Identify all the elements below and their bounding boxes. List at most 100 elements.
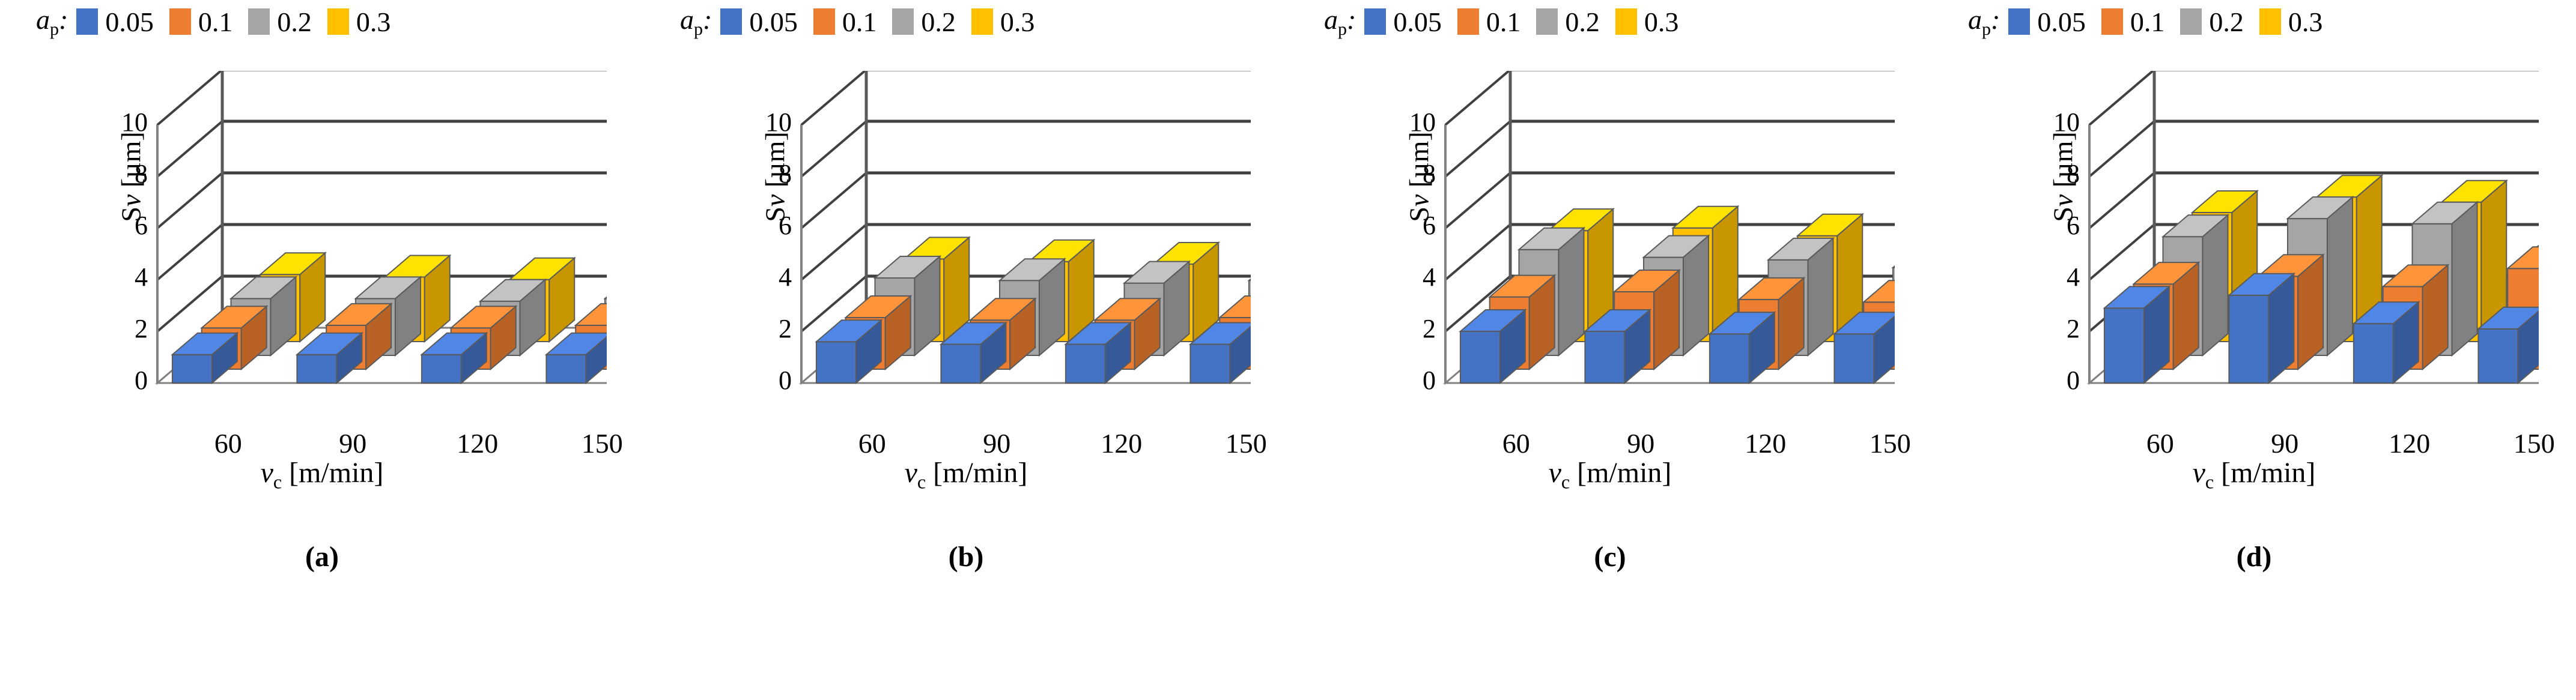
x-tick-120: 120 <box>1101 428 1143 459</box>
legend-label: 0.05 <box>105 6 154 37</box>
legend-item-0.1[interactable]: 0.1 <box>169 6 233 38</box>
legend-item-0.3[interactable]: 0.3 <box>1615 6 1678 38</box>
legend-label: 0.05 <box>2037 6 2086 37</box>
bar-a-vc60-ap0.05 <box>171 331 239 385</box>
gridline-left-4 <box>2088 223 2155 281</box>
panel-caption: (b) <box>948 541 984 573</box>
chart-panel-b: ap: 0.05 0.1 0.2 0.3 10 8 6 4 2 0 Sv [µm] 60 90 120 150… <box>644 0 1288 700</box>
bar-d-vc120-ap0.05 <box>2352 300 2420 385</box>
legend-item-0.1[interactable]: 0.1 <box>813 6 877 38</box>
legend-item-0.05[interactable]: 0.05 <box>76 6 154 38</box>
legend-swatch-icon-0.1 <box>169 8 191 35</box>
bar-c-vc60-ap0.05 <box>1459 308 1527 385</box>
y-tick-10: 10 <box>765 107 792 137</box>
y-axis-label: Sv [µm] <box>1403 131 1435 222</box>
gridline-left-4 <box>156 223 223 281</box>
legend-item-0.1[interactable]: 0.1 <box>2101 6 2164 38</box>
legend-title: ap: <box>1324 4 1356 40</box>
legend-item-0.3[interactable]: 0.3 <box>2259 6 2322 38</box>
bar-b-vc60-ap0.05 <box>815 319 883 385</box>
legend-label: 0.1 <box>198 6 233 37</box>
legend: ap: 0.05 0.1 0.2 0.3 <box>680 4 1050 40</box>
legend: ap: 0.05 0.1 0.2 0.3 <box>36 4 406 40</box>
legend-label: 0.05 <box>749 6 798 37</box>
chart-panel-c: ap: 0.05 0.1 0.2 0.3 10 8 6 4 2 0 Sv [µm] 60 90 120 150… <box>1288 0 1932 700</box>
x-axis-label: vc [m/min] <box>260 457 384 493</box>
legend-label: 0.1 <box>1486 6 1521 37</box>
gridline-left-10 <box>1444 71 1511 126</box>
plot-area: 10 8 6 4 2 0 Sv [µm] 60 90 120 150 <box>90 71 623 459</box>
y-tick-4: 4 <box>135 262 148 292</box>
y-tick-4: 4 <box>2067 262 2080 292</box>
x-tick-90: 90 <box>983 428 1011 459</box>
legend-item-0.2[interactable]: 0.2 <box>2180 6 2244 38</box>
legend-label: 0.2 <box>277 6 312 37</box>
gridline-left-8 <box>1444 120 1511 178</box>
y-tick-2: 2 <box>2067 314 2080 343</box>
legend-title: ap: <box>1968 4 2000 40</box>
gridline-left-4 <box>800 223 867 281</box>
legend-swatch-icon-0.2 <box>1536 8 1558 35</box>
x-tick-150: 150 <box>1225 428 1267 459</box>
gridline-left-10 <box>156 71 223 126</box>
gridline-left-2 <box>1444 275 1511 333</box>
x-tick-90: 90 <box>2271 428 2299 459</box>
chart-canvas <box>1442 71 1895 385</box>
legend-item-0.3[interactable]: 0.3 <box>327 6 390 38</box>
legend-item-0.2[interactable]: 0.2 <box>892 6 956 38</box>
legend-swatch-icon-0.05 <box>720 8 743 35</box>
bar-c-vc120-ap0.05 <box>1708 311 1776 385</box>
legend-swatch-icon-0.3 <box>971 8 993 35</box>
x-tick-120: 120 <box>1745 428 1787 459</box>
bar-d-vc60-ap0.05 <box>2103 285 2171 385</box>
x-tick-60: 60 <box>1502 428 1530 459</box>
y-axis-label: Sv [µm] <box>759 131 791 222</box>
legend-item-0.05[interactable]: 0.05 <box>1364 6 1442 38</box>
chart-canvas <box>798 71 1251 385</box>
legend-item-0.3[interactable]: 0.3 <box>971 6 1035 38</box>
legend-label: 0.1 <box>842 6 877 37</box>
bar-a-vc150-ap0.05 <box>544 332 607 385</box>
legend-item-0.05[interactable]: 0.05 <box>2008 6 2086 38</box>
y-axis-label: Sv [µm] <box>115 131 147 222</box>
legend-label: 0.3 <box>1000 6 1035 37</box>
legend-item-0.2[interactable]: 0.2 <box>248 6 312 38</box>
legend-swatch-icon-0.05 <box>76 8 99 35</box>
x-tick-90: 90 <box>339 428 367 459</box>
legend-swatch-icon-0.3 <box>2259 8 2281 35</box>
gridline-left-6 <box>800 172 867 229</box>
x-tick-120: 120 <box>457 428 499 459</box>
legend-swatch-icon-0.3 <box>1615 8 1637 35</box>
x-tick-60: 60 <box>858 428 886 459</box>
bar-b-vc120-ap0.05 <box>1064 321 1132 385</box>
legend-title: ap: <box>36 4 68 40</box>
legend-swatch-icon-0.1 <box>2101 8 2123 35</box>
y-tick-8: 8 <box>2067 159 2080 189</box>
x-tick-60: 60 <box>2146 428 2174 459</box>
bar-c-vc150-ap0.05 <box>1832 312 1895 385</box>
plot-area: 10 8 6 4 2 0 Sv [µm] 60 90 120 150 <box>1378 71 1911 459</box>
x-axis-label: vc [m/min] <box>904 457 1028 493</box>
chart-panel-a: ap: 0.05 0.1 0.2 0.3 10 8 6 4 2 0 Sv [µm] 60 90 120 150… <box>0 0 644 700</box>
x-axis-label: vc [m/min] <box>2192 457 2316 493</box>
legend-swatch-icon-0.2 <box>2180 8 2202 35</box>
chart-panel-d: ap: 0.05 0.1 0.2 0.3 10 8 6 4 2 0 Sv [µm] 60 90 120 150… <box>1932 0 2576 700</box>
bar-a-vc90-ap0.05 <box>295 331 364 385</box>
y-axis-label: Sv [µm] <box>2047 131 2079 222</box>
y-tick-2: 2 <box>135 314 148 343</box>
gridline-left-8 <box>800 120 867 178</box>
y-tick-0: 0 <box>135 366 148 395</box>
legend: ap: 0.05 0.1 0.2 0.3 <box>1324 4 1694 40</box>
legend-item-0.05[interactable]: 0.05 <box>720 6 798 38</box>
bar-d-vc150-ap0.05 <box>2476 306 2539 385</box>
legend-swatch-icon-0.3 <box>327 8 349 35</box>
y-tick-10: 10 <box>2053 107 2080 137</box>
x-tick-150: 150 <box>581 428 623 459</box>
legend-swatch-icon-0.1 <box>1457 8 1479 35</box>
y-tick-10: 10 <box>1409 107 1436 137</box>
y-tick-2: 2 <box>1423 314 1436 343</box>
legend-item-0.1[interactable]: 0.1 <box>1457 6 1521 38</box>
x-axis-label: vc [m/min] <box>1548 457 1672 493</box>
legend-item-0.2[interactable]: 0.2 <box>1536 6 1600 38</box>
